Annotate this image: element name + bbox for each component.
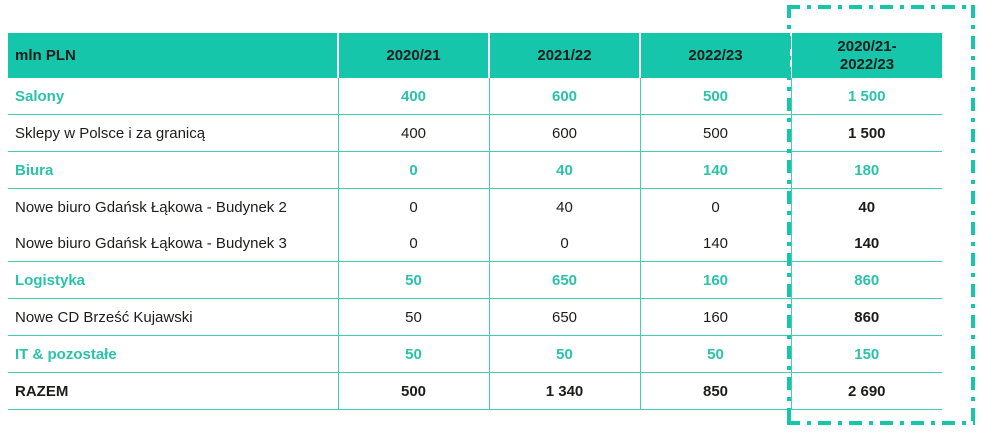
highlight-box-edge (787, 5, 975, 9)
data-table: mln PLN 2020/21 2021/22 2022/23 2020/21-… (8, 33, 942, 410)
value-cell: 50 (337, 298, 489, 336)
table-row-biura: Biura 0 40 140 180 (8, 151, 942, 189)
value-cell: 500 (639, 78, 791, 115)
value-cell-total: 1 500 (790, 114, 942, 152)
table-row-cd-brzesc: Nowe CD Brześć Kujawski 50 650 160 860 (8, 298, 942, 336)
value-cell: 40 (488, 188, 640, 225)
value-cell-total: 40 (790, 188, 942, 225)
table-row-biuro-budynek-2: Nowe biuro Gdańsk Łąkowa - Budynek 2 0 4… (8, 188, 942, 225)
header-cell-unit: mln PLN (8, 33, 338, 78)
value-cell: 500 (337, 372, 489, 410)
table-row-salony: Salony 400 600 500 1 500 (8, 78, 942, 115)
value-cell: 0 (337, 151, 489, 189)
row-label: Nowe CD Brześć Kujawski (8, 298, 338, 336)
value-cell: 0 (337, 188, 489, 225)
value-cell-total: 2 690 (790, 372, 942, 410)
highlight-box-edge (971, 5, 975, 425)
table-row-biuro-budynek-3: Nowe biuro Gdańsk Łąkowa - Budynek 3 0 0… (8, 225, 942, 262)
value-cell: 400 (337, 78, 489, 115)
value-cell: 600 (488, 78, 640, 115)
header-cell-total: 2020/21- 2022/23 (790, 33, 942, 78)
row-label: Nowe biuro Gdańsk Łąkowa - Budynek 3 (8, 225, 338, 262)
highlight-box-edge (787, 421, 975, 425)
row-label: Logistyka (8, 261, 338, 299)
value-cell: 50 (488, 335, 640, 373)
value-cell: 160 (639, 261, 791, 299)
row-label: Biura (8, 151, 338, 189)
table-row-sklepy: Sklepy w Polsce i za granicą 400 600 500… (8, 114, 942, 152)
value-cell: 600 (488, 114, 640, 152)
table-row-razem: RAZEM 500 1 340 850 2 690 (8, 372, 942, 410)
value-cell: 0 (639, 188, 791, 225)
table-row-logistyka: Logistyka 50 650 160 860 (8, 261, 942, 299)
value-cell-total: 180 (790, 151, 942, 189)
value-cell: 650 (488, 298, 640, 336)
value-cell: 850 (639, 372, 791, 410)
capex-table: mln PLN 2020/21 2021/22 2022/23 2020/21-… (8, 33, 942, 410)
value-cell-total: 860 (790, 298, 942, 336)
value-cell-total: 150 (790, 335, 942, 373)
header-row: mln PLN 2020/21 2021/22 2022/23 2020/21-… (8, 33, 942, 78)
value-cell-total: 1 500 (790, 78, 942, 115)
value-cell: 1 340 (488, 372, 640, 410)
value-cell: 140 (639, 225, 791, 262)
value-cell: 400 (337, 114, 489, 152)
value-cell-total: 140 (790, 225, 942, 262)
value-cell: 50 (337, 261, 489, 299)
value-cell-total: 860 (790, 261, 942, 299)
value-cell: 140 (639, 151, 791, 189)
value-cell: 50 (337, 335, 489, 373)
value-cell: 40 (488, 151, 640, 189)
row-label: IT & pozostałe (8, 335, 338, 373)
value-cell: 650 (488, 261, 640, 299)
row-label: Salony (8, 78, 338, 115)
value-cell: 50 (639, 335, 791, 373)
header-cell-2021-22: 2021/22 (488, 33, 640, 78)
header-cell-2022-23: 2022/23 (639, 33, 791, 78)
value-cell: 160 (639, 298, 791, 336)
row-label: Sklepy w Polsce i za granicą (8, 114, 338, 152)
value-cell: 0 (337, 225, 489, 262)
value-cell: 500 (639, 114, 791, 152)
row-label: Nowe biuro Gdańsk Łąkowa - Budynek 2 (8, 188, 338, 225)
value-cell: 0 (488, 225, 640, 262)
row-label: RAZEM (8, 372, 338, 410)
table-row-it-pozostale: IT & pozostałe 50 50 50 150 (8, 335, 942, 373)
header-cell-2020-21: 2020/21 (337, 33, 489, 78)
